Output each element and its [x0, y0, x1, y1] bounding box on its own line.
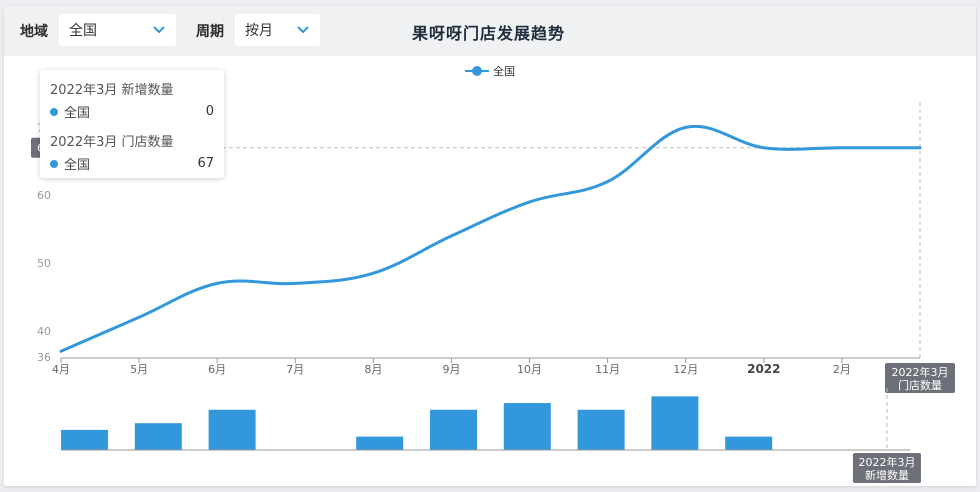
tooltip-store-header: 2022年3月 门店数量: [50, 135, 174, 150]
region-select[interactable]: 全国: [59, 14, 176, 46]
bar: [651, 396, 699, 450]
bar: [503, 403, 551, 450]
tooltip-store-row: 全国 67: [50, 154, 214, 173]
x-tick-label: 4月: [52, 363, 70, 376]
x-pointer-label: 门店数量: [898, 378, 942, 392]
x-tick-label: 7月: [286, 363, 304, 376]
y-tick-label: 40: [37, 325, 51, 338]
x-tick-label: 2022: [747, 362, 780, 376]
bar: [134, 423, 182, 450]
y-tick-label: 50: [37, 257, 51, 270]
tooltip-new-row: 全国 0: [50, 102, 214, 121]
series-dot-icon: [50, 159, 58, 168]
legend-label: 全国: [493, 64, 515, 78]
chart-title: 果呀呀门店发展趋势: [412, 24, 566, 43]
bar: [61, 429, 108, 450]
y-tick-label: 60: [37, 189, 51, 202]
tooltip-store-value: 67: [197, 156, 214, 171]
period-label: 周期: [196, 24, 224, 40]
region-select-value: 全国: [69, 23, 97, 39]
x-tick-label: 10月: [517, 363, 542, 376]
bar-pointer-label: 新增数量: [865, 468, 909, 482]
x-pointer-label: 2022年3月: [892, 365, 949, 379]
x-tick-label: 2月: [833, 363, 851, 376]
bar: [577, 409, 625, 450]
period-select[interactable]: 按月: [235, 14, 320, 46]
bar-pointer-label-bg: [852, 453, 921, 483]
legend[interactable]: 全国: [465, 64, 515, 78]
chevron-down-icon: [152, 23, 166, 37]
tooltip-new-series: 全国: [64, 106, 91, 121]
series-dot-icon: [50, 107, 58, 116]
x-tick-label: 8月: [364, 363, 382, 376]
x-pointer-label-bg: [885, 363, 955, 393]
chevron-down-icon: [296, 23, 310, 37]
x-tick-label: 5月: [130, 363, 148, 376]
y-tick-label: 36: [37, 351, 51, 364]
bar-pointer-label: 2022年3月: [858, 455, 915, 469]
tooltip: 2022年3月 新增数量 全国 0 2022年3月 门店数量 全国 67: [40, 70, 224, 178]
tooltip-store-series: 全国: [64, 158, 91, 173]
x-tick-label: 11月: [595, 363, 620, 376]
tooltip-new-header: 2022年3月 新增数量: [50, 83, 174, 98]
period-select-value: 按月: [245, 23, 273, 39]
x-tick-label: 12月: [673, 363, 698, 376]
tooltip-new-value: 0: [205, 104, 214, 119]
region-label: 地域: [20, 24, 48, 40]
bar: [208, 409, 256, 450]
legend-marker: [472, 66, 482, 76]
bar: [356, 436, 404, 450]
x-tick-label: 9月: [442, 363, 460, 376]
series-line: [59, 124, 922, 353]
bar: [430, 409, 477, 450]
filter-toolbar: 地域 全国 周期 按月 果呀呀门店发展趋势: [4, 6, 976, 56]
chart-card: 地域 全国 周期 按月 果呀呀门店发展趋势 全国 4050607036674月5…: [4, 6, 976, 486]
x-tick-label: 6月: [208, 363, 226, 376]
bar: [725, 436, 773, 450]
